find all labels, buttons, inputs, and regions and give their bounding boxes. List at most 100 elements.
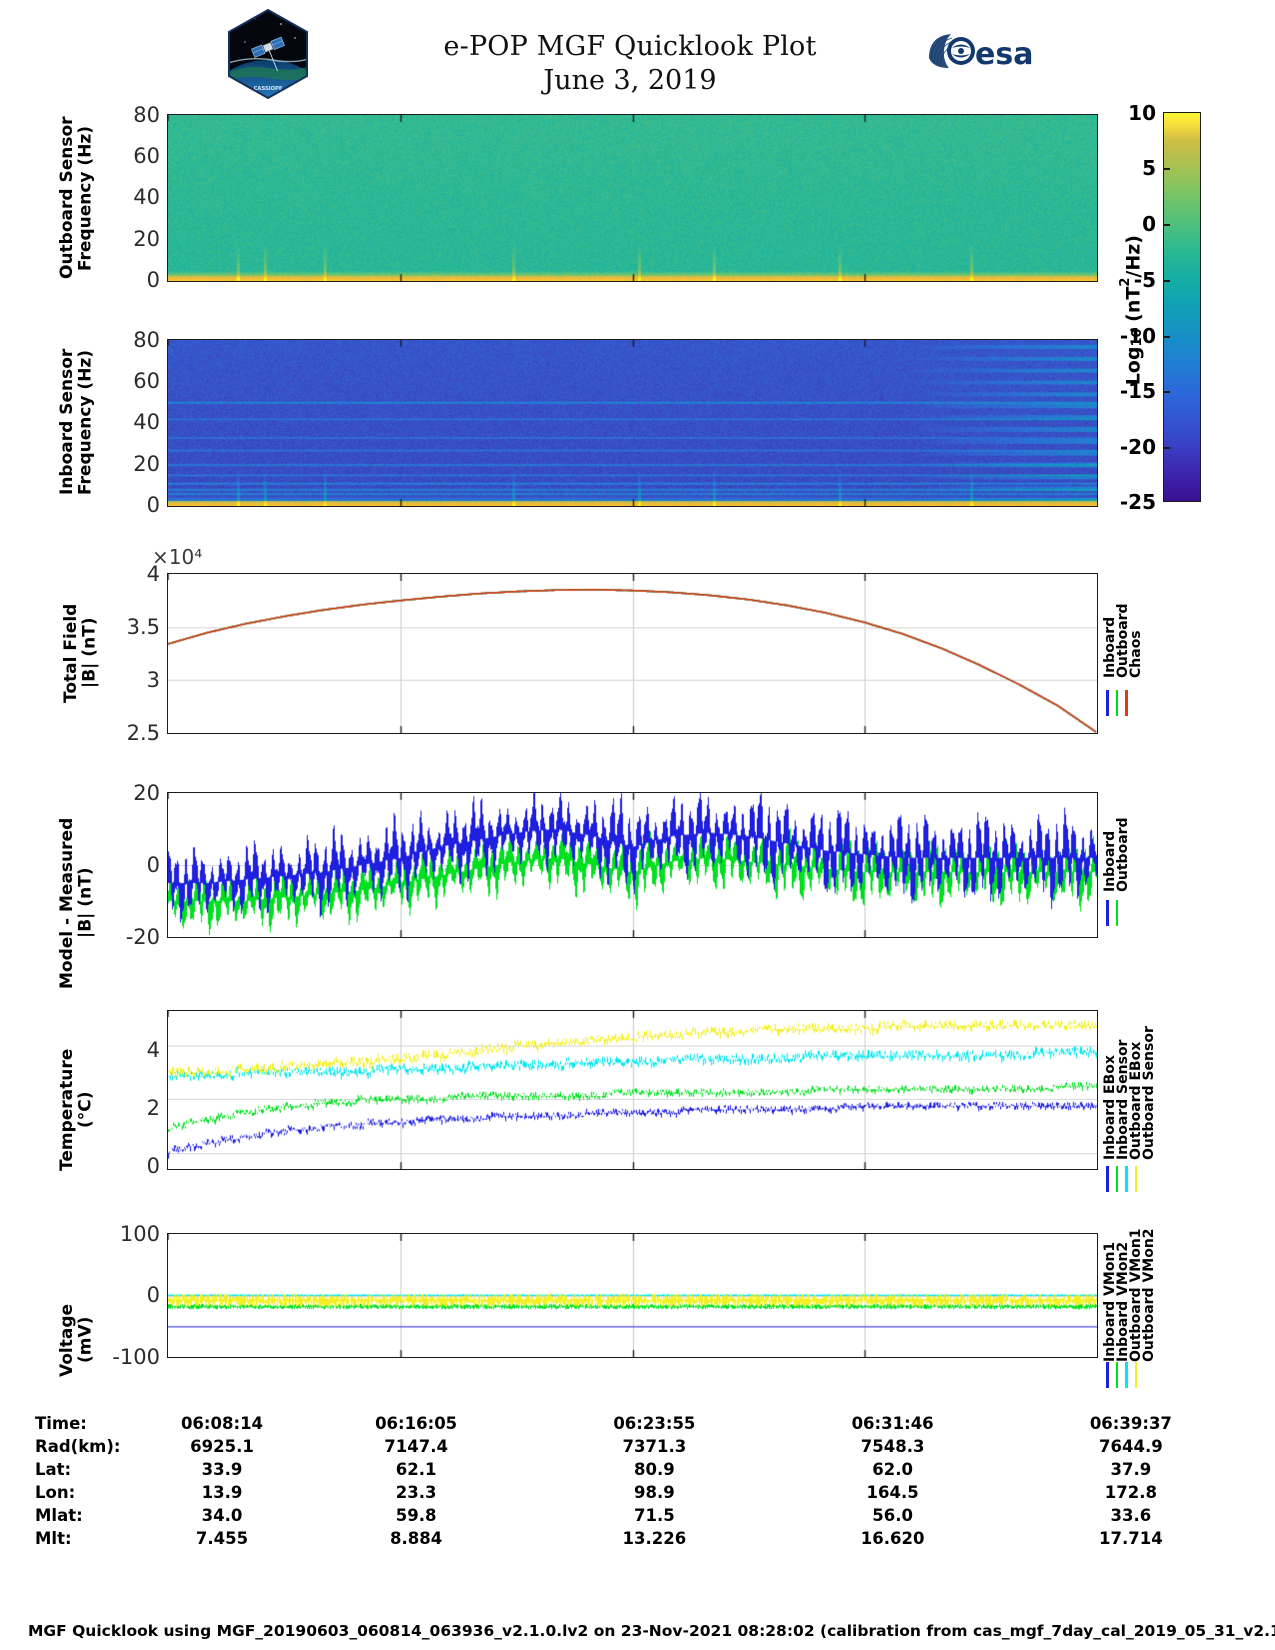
legend-swatch-outboard xyxy=(1115,690,1118,716)
ephemeris-value: 13.9 xyxy=(201,1483,243,1502)
ephemeris-value: 06:23:55 xyxy=(613,1414,696,1433)
inboard-spectrogram-ylabel: Inboard Sensor Frequency (Hz) xyxy=(57,348,96,496)
legend-swatch-inboard-ebox xyxy=(1106,1166,1109,1192)
legend-label: Outboard VMon2 xyxy=(1141,1228,1157,1362)
colorbar-tick-2: 0 xyxy=(1142,212,1156,236)
ytick: 4 xyxy=(146,562,160,586)
ephemeris-table: Time: 06:08:14 06:16:05 06:23:55 06:31:46 06:… xyxy=(35,1412,1250,1550)
ephemeris-value: 33.9 xyxy=(201,1460,243,1479)
cassiope-logo-text: CASSIOPE xyxy=(254,86,283,92)
title-block: e-POP MGF Quicklook Plot June 3, 2019 xyxy=(330,30,930,98)
legend-swatch-outboard-vmon2 xyxy=(1134,1362,1137,1388)
ephemeris-value: 06:08:14 xyxy=(180,1414,264,1433)
ephemeris-row: Rad(km): 6925.1 7147.4 7371.3 7548.3 7644.9 xyxy=(35,1435,1250,1458)
colorbar-tickmark xyxy=(1163,280,1170,282)
voltage-ylabel: Voltage (mV) xyxy=(57,1303,96,1377)
colorbar-tick-7: -25 xyxy=(1119,490,1156,514)
ephemeris-value: 62.0 xyxy=(872,1460,913,1479)
legend-swatch-inboard xyxy=(1106,690,1109,716)
ephemeris-value: 6925.1 xyxy=(190,1437,254,1456)
legend-label: Chaos xyxy=(1128,630,1144,678)
ytick: 60 xyxy=(133,369,160,393)
colorbar-gradient xyxy=(1163,112,1201,502)
ephemeris-value: 172.8 xyxy=(1104,1483,1157,1502)
ytick: 40 xyxy=(133,410,160,434)
outboard-spectrogram-ylabel: Outboard Sensor Frequency (Hz) xyxy=(57,116,96,280)
page-title: e-POP MGF Quicklook Plot xyxy=(443,31,817,62)
ephemeris-row: Lon: 13.9 23.3 98.9 164.5 172.8 xyxy=(35,1481,1250,1504)
ephemeris-value: 7371.3 xyxy=(622,1437,687,1456)
colorbar-tick-4: -10 xyxy=(1119,324,1156,348)
ephemeris-value: 8.884 xyxy=(390,1529,443,1548)
ephemeris-row: Time: 06:08:14 06:16:05 06:23:55 06:31:46 06:… xyxy=(35,1412,1250,1435)
ephemeris-value: 7644.9 xyxy=(1099,1437,1163,1456)
ytick: 2 xyxy=(146,1096,160,1120)
ephemeris-value: 98.9 xyxy=(634,1483,675,1502)
ytick: -100 xyxy=(112,1345,160,1369)
ephemeris-row-label: Lat: xyxy=(35,1460,72,1479)
voltage-plot[interactable] xyxy=(167,1233,1098,1358)
total-field-plot[interactable] xyxy=(167,573,1098,734)
legend-label: Outboard xyxy=(1115,817,1131,892)
legend-swatch-outboard-sensor xyxy=(1134,1166,1137,1192)
ytick: 2.5 xyxy=(126,721,160,745)
inboard-spectrogram-plot[interactable] xyxy=(167,339,1098,507)
colorbar-tick-0: 10 xyxy=(1128,101,1156,125)
outboard-spectrogram-plot[interactable] xyxy=(167,114,1098,282)
ephemeris-value: 56.0 xyxy=(872,1506,913,1525)
total-field-ylabel: Total Field |B| (nT) xyxy=(61,603,100,703)
ephemeris-value: 7147.4 xyxy=(384,1437,448,1456)
ephemeris-value: 06:39:37 xyxy=(1089,1414,1172,1433)
page-subtitle: June 3, 2019 xyxy=(543,65,717,96)
colorbar-tickmark xyxy=(1163,391,1170,393)
temperature-plot[interactable] xyxy=(167,1010,1098,1170)
ephemeris-value: 71.5 xyxy=(634,1506,675,1525)
ephemeris-value: 34.0 xyxy=(201,1506,243,1525)
ephemeris-value: 23.3 xyxy=(395,1483,437,1502)
ephemeris-value: 16.620 xyxy=(860,1529,925,1548)
colorbar-tick-5: -15 xyxy=(1119,379,1156,403)
ytick: 20 xyxy=(133,781,160,805)
ephemeris-value: 13.226 xyxy=(622,1529,687,1548)
legend-swatch-outboard-vmon1 xyxy=(1125,1362,1128,1388)
ytick: 0 xyxy=(146,493,160,517)
legend-label: Outboard Sensor xyxy=(1141,1026,1157,1160)
page-header: CASSIOPE esa e-POP MGF Quicklook Plot Ju… xyxy=(0,0,1275,105)
esa-logo-text: esa xyxy=(975,37,1033,72)
ephemeris-value: 7548.3 xyxy=(860,1437,925,1456)
ytick: -20 xyxy=(125,925,160,949)
ephemeris-value: 06:31:46 xyxy=(851,1414,934,1433)
ytick: 20 xyxy=(133,227,160,251)
model-measured-ylabel: Model - Measured |B| (nT) xyxy=(57,817,96,989)
esa-logo: esa xyxy=(929,34,1033,72)
legend-swatch-inboard-vmon2 xyxy=(1115,1362,1118,1388)
model-measured-plot[interactable] xyxy=(167,792,1098,938)
colorbar-tickmark xyxy=(1163,336,1170,338)
ytick: 0 xyxy=(146,268,160,292)
temperature-ylabel: Temperature (°C) xyxy=(57,1048,96,1172)
ephemeris-row: Lat: 33.9 62.1 80.9 62.0 37.9 xyxy=(35,1458,1250,1481)
ephemeris-row: Mlt: 7.455 8.884 13.226 16.620 17.714 xyxy=(35,1527,1250,1550)
colorbar-tickmark xyxy=(1163,224,1170,226)
ephemeris-value: 33.6 xyxy=(1110,1506,1152,1525)
legend-swatch-outboard xyxy=(1115,900,1118,926)
ytick: 0 xyxy=(146,853,160,877)
ytick: 80 xyxy=(133,328,160,352)
ytick: 3.5 xyxy=(126,615,160,639)
ytick: 3 xyxy=(146,668,160,692)
colorbar-tickmark xyxy=(1163,168,1170,170)
ephemeris-row-label: Mlat: xyxy=(35,1506,83,1525)
ephemeris-value: 59.8 xyxy=(395,1506,437,1525)
colorbar-tickmark xyxy=(1163,447,1170,449)
ephemeris-value: 164.5 xyxy=(866,1483,919,1502)
ephemeris-row-label: Lon: xyxy=(35,1483,76,1502)
cassiope-satellite-logo: CASSIOPE xyxy=(228,8,308,100)
legend-swatch-chaos xyxy=(1125,690,1128,716)
colorbar-tick-1: 5 xyxy=(1142,156,1156,180)
legend-swatch-outboard-ebox xyxy=(1125,1166,1128,1192)
ephemeris-row: Mlat: 34.0 59.8 71.5 56.0 33.6 xyxy=(35,1504,1250,1527)
ytick: 0 xyxy=(146,1283,160,1307)
ephemeris-value: 7.455 xyxy=(195,1529,249,1548)
ephemeris-row-label: Mlt: xyxy=(35,1529,72,1548)
ephemeris-value: 17.714 xyxy=(1099,1529,1163,1548)
